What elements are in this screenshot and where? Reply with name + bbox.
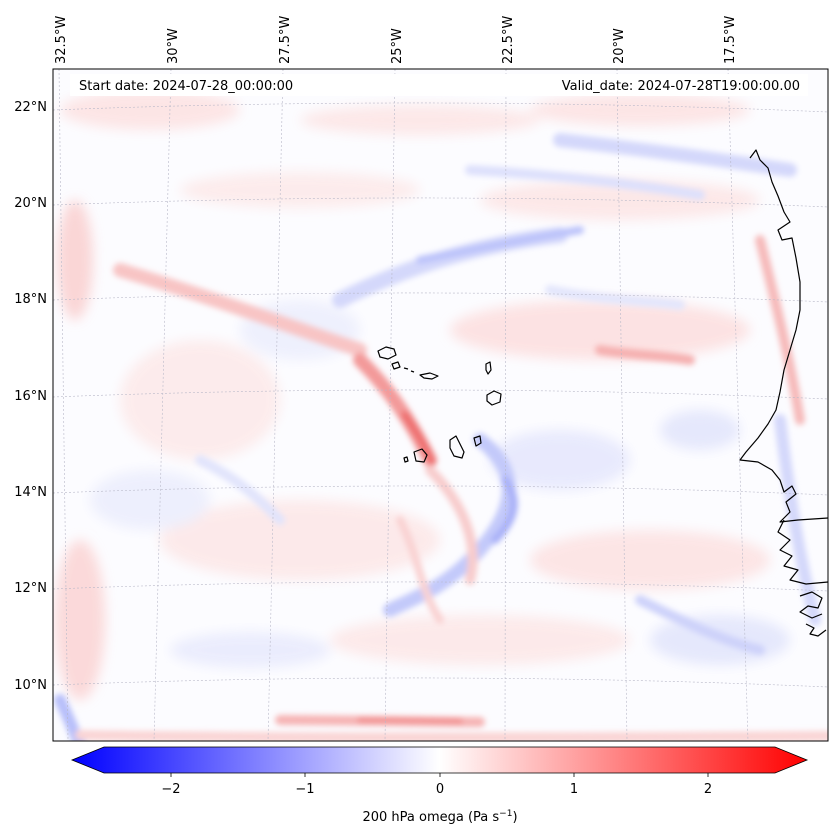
colorbar-tick-label: 0 bbox=[436, 782, 444, 797]
coastlines bbox=[377, 149, 828, 637]
lat-label: 12°N bbox=[14, 581, 47, 596]
colorbar-tick-label: −1 bbox=[295, 782, 314, 797]
omega-field: Start date: 2024-07-28_00:00:00 Valid_da… bbox=[53, 69, 828, 741]
island-brava bbox=[403, 456, 409, 463]
colorbar-ticks bbox=[170, 773, 709, 777]
island-santo-antao bbox=[377, 346, 397, 360]
lat-label: 20°N bbox=[14, 196, 47, 211]
colorbar-tick-label: 2 bbox=[704, 782, 712, 797]
island-santiago bbox=[449, 435, 465, 459]
island-sal bbox=[485, 361, 492, 375]
africa-coastline bbox=[739, 149, 828, 523]
lon-label: 27.5°W bbox=[278, 16, 293, 64]
colorbar-label-sup: −1 bbox=[499, 809, 512, 819]
lat-label: 16°N bbox=[14, 389, 47, 404]
lon-label: 20°W bbox=[612, 28, 627, 64]
colorbar-label-main: 200 hPa omega (Pa s bbox=[362, 810, 499, 825]
lon-label: 30°W bbox=[166, 28, 181, 64]
island-sao-vicente bbox=[391, 361, 401, 370]
colorbar-tick-label: −2 bbox=[161, 782, 180, 797]
start-date: Start date: 2024-07-28_00:00:00 bbox=[79, 79, 293, 94]
lat-label: 22°N bbox=[14, 100, 47, 115]
lon-label: 32.5°W bbox=[54, 16, 69, 64]
lon-label: 17.5°W bbox=[723, 16, 738, 64]
latitude-labels: 22°N 20°N 18°N 16°N 14°N 12°N 10°N bbox=[14, 100, 47, 693]
colorbar-label-end: ) bbox=[512, 810, 517, 825]
colorbar: −2 −1 0 1 2 200 hPa omega (Pa s−1) bbox=[70, 746, 809, 825]
island-fogo bbox=[413, 448, 428, 463]
longitude-labels: 32.5°W 30°W 27.5°W 25°W 22.5°W 20°W 17.5… bbox=[54, 16, 738, 64]
lon-label: 22.5°W bbox=[501, 16, 516, 64]
header-box bbox=[70, 74, 808, 96]
island-sao-nicolau bbox=[419, 372, 439, 380]
lon-label: 25°W bbox=[390, 28, 405, 64]
lat-label: 10°N bbox=[14, 678, 47, 693]
island-boa-vista bbox=[486, 390, 502, 406]
graticule bbox=[53, 69, 828, 741]
lat-label: 18°N bbox=[14, 292, 47, 307]
map-panel: Start date: 2024-07-28_00:00:00 Valid_da… bbox=[52, 68, 829, 742]
island-maio bbox=[473, 435, 482, 447]
lat-label: 14°N bbox=[14, 485, 47, 500]
colorbar-ramp bbox=[70, 746, 809, 774]
colorbar-label: 200 hPa omega (Pa s−1) bbox=[362, 809, 517, 825]
map-frame bbox=[52, 68, 829, 742]
colorbar-tick-label: 1 bbox=[570, 782, 578, 797]
valid-date: Valid_date: 2024-07-28T19:00:00.00 bbox=[562, 79, 800, 94]
